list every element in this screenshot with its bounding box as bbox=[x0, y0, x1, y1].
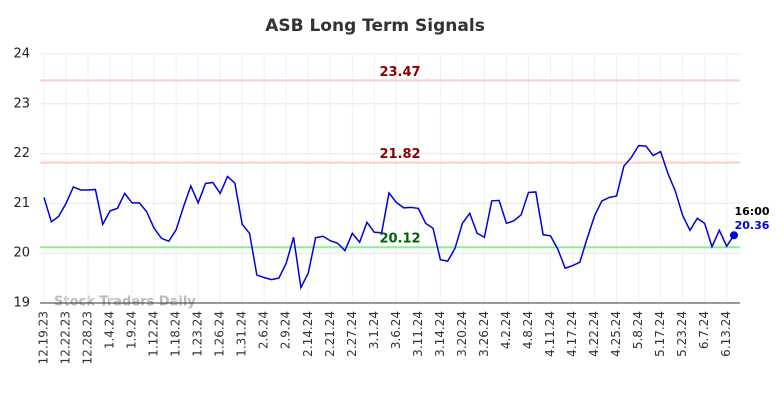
x-tick-label: 1.18.24 bbox=[169, 311, 183, 357]
y-tick-label: 24 bbox=[13, 47, 30, 62]
x-tick-label: 2.27.24 bbox=[345, 311, 359, 357]
x-tick-label: 2.6.24 bbox=[257, 311, 271, 349]
x-tick-label: 1.31.24 bbox=[235, 311, 249, 357]
x-tick-label: 4.17.24 bbox=[565, 311, 579, 357]
watermark: Stock Traders Daily bbox=[54, 295, 196, 310]
x-tick-label: 4.22.24 bbox=[587, 311, 601, 357]
x-tick-label: 2.9.24 bbox=[279, 311, 293, 349]
x-tick-label: 2.14.24 bbox=[301, 311, 315, 357]
y-tick-label: 21 bbox=[13, 196, 30, 211]
x-tick-label: 4.11.24 bbox=[543, 311, 557, 357]
chart-title: ASB Long Term Signals bbox=[265, 16, 485, 36]
price-line bbox=[43, 144, 735, 291]
x-tick-label: 6.13.24 bbox=[719, 311, 733, 357]
x-tick-label: 1.12.24 bbox=[147, 311, 161, 357]
signal-label: 21.82 bbox=[379, 147, 420, 162]
last-point bbox=[730, 231, 738, 240]
y-tick-label: 23 bbox=[13, 96, 30, 111]
x-tick-label: 1.26.24 bbox=[213, 311, 227, 357]
x-tick-label: 3.11.24 bbox=[411, 311, 425, 357]
x-tick-label: 4.8.24 bbox=[521, 311, 535, 349]
x-tick-label: 1.23.24 bbox=[191, 311, 205, 357]
y-tick-label: 22 bbox=[13, 146, 30, 161]
x-tick-label: 12.22.23 bbox=[59, 311, 73, 364]
x-tick-label: 4.25.24 bbox=[609, 311, 623, 357]
x-tick-label: 6.7.24 bbox=[697, 311, 711, 349]
signal-label: 20.12 bbox=[379, 232, 420, 247]
x-tick-label: 3.14.24 bbox=[433, 311, 447, 357]
x-tick-label: 3.20.24 bbox=[455, 311, 469, 357]
x-tick-label: 5.17.24 bbox=[653, 311, 667, 357]
x-tick-label: 3.6.24 bbox=[389, 311, 403, 349]
x-tick-label: 3.1.24 bbox=[367, 311, 381, 349]
x-tick-label: 5.23.24 bbox=[675, 311, 689, 357]
x-tick-label: 3.26.24 bbox=[477, 311, 491, 357]
last-value: 20.36 bbox=[735, 219, 770, 232]
last-time: 16:00 bbox=[734, 205, 769, 218]
x-tick-label: 1.4.24 bbox=[103, 311, 117, 349]
x-tick-label: 5.8.24 bbox=[631, 311, 645, 349]
x-tick-label: 2.21.24 bbox=[323, 311, 337, 357]
x-tick-label: 12.28.23 bbox=[81, 311, 95, 364]
x-tick-label: 1.9.24 bbox=[125, 311, 139, 349]
signal-label: 23.47 bbox=[379, 65, 420, 80]
x-tick-label: 12.19.23 bbox=[37, 311, 51, 364]
y-tick-label: 20 bbox=[13, 246, 30, 261]
y-tick-label: 19 bbox=[13, 296, 30, 311]
x-tick-label: 4.2.24 bbox=[499, 311, 513, 349]
